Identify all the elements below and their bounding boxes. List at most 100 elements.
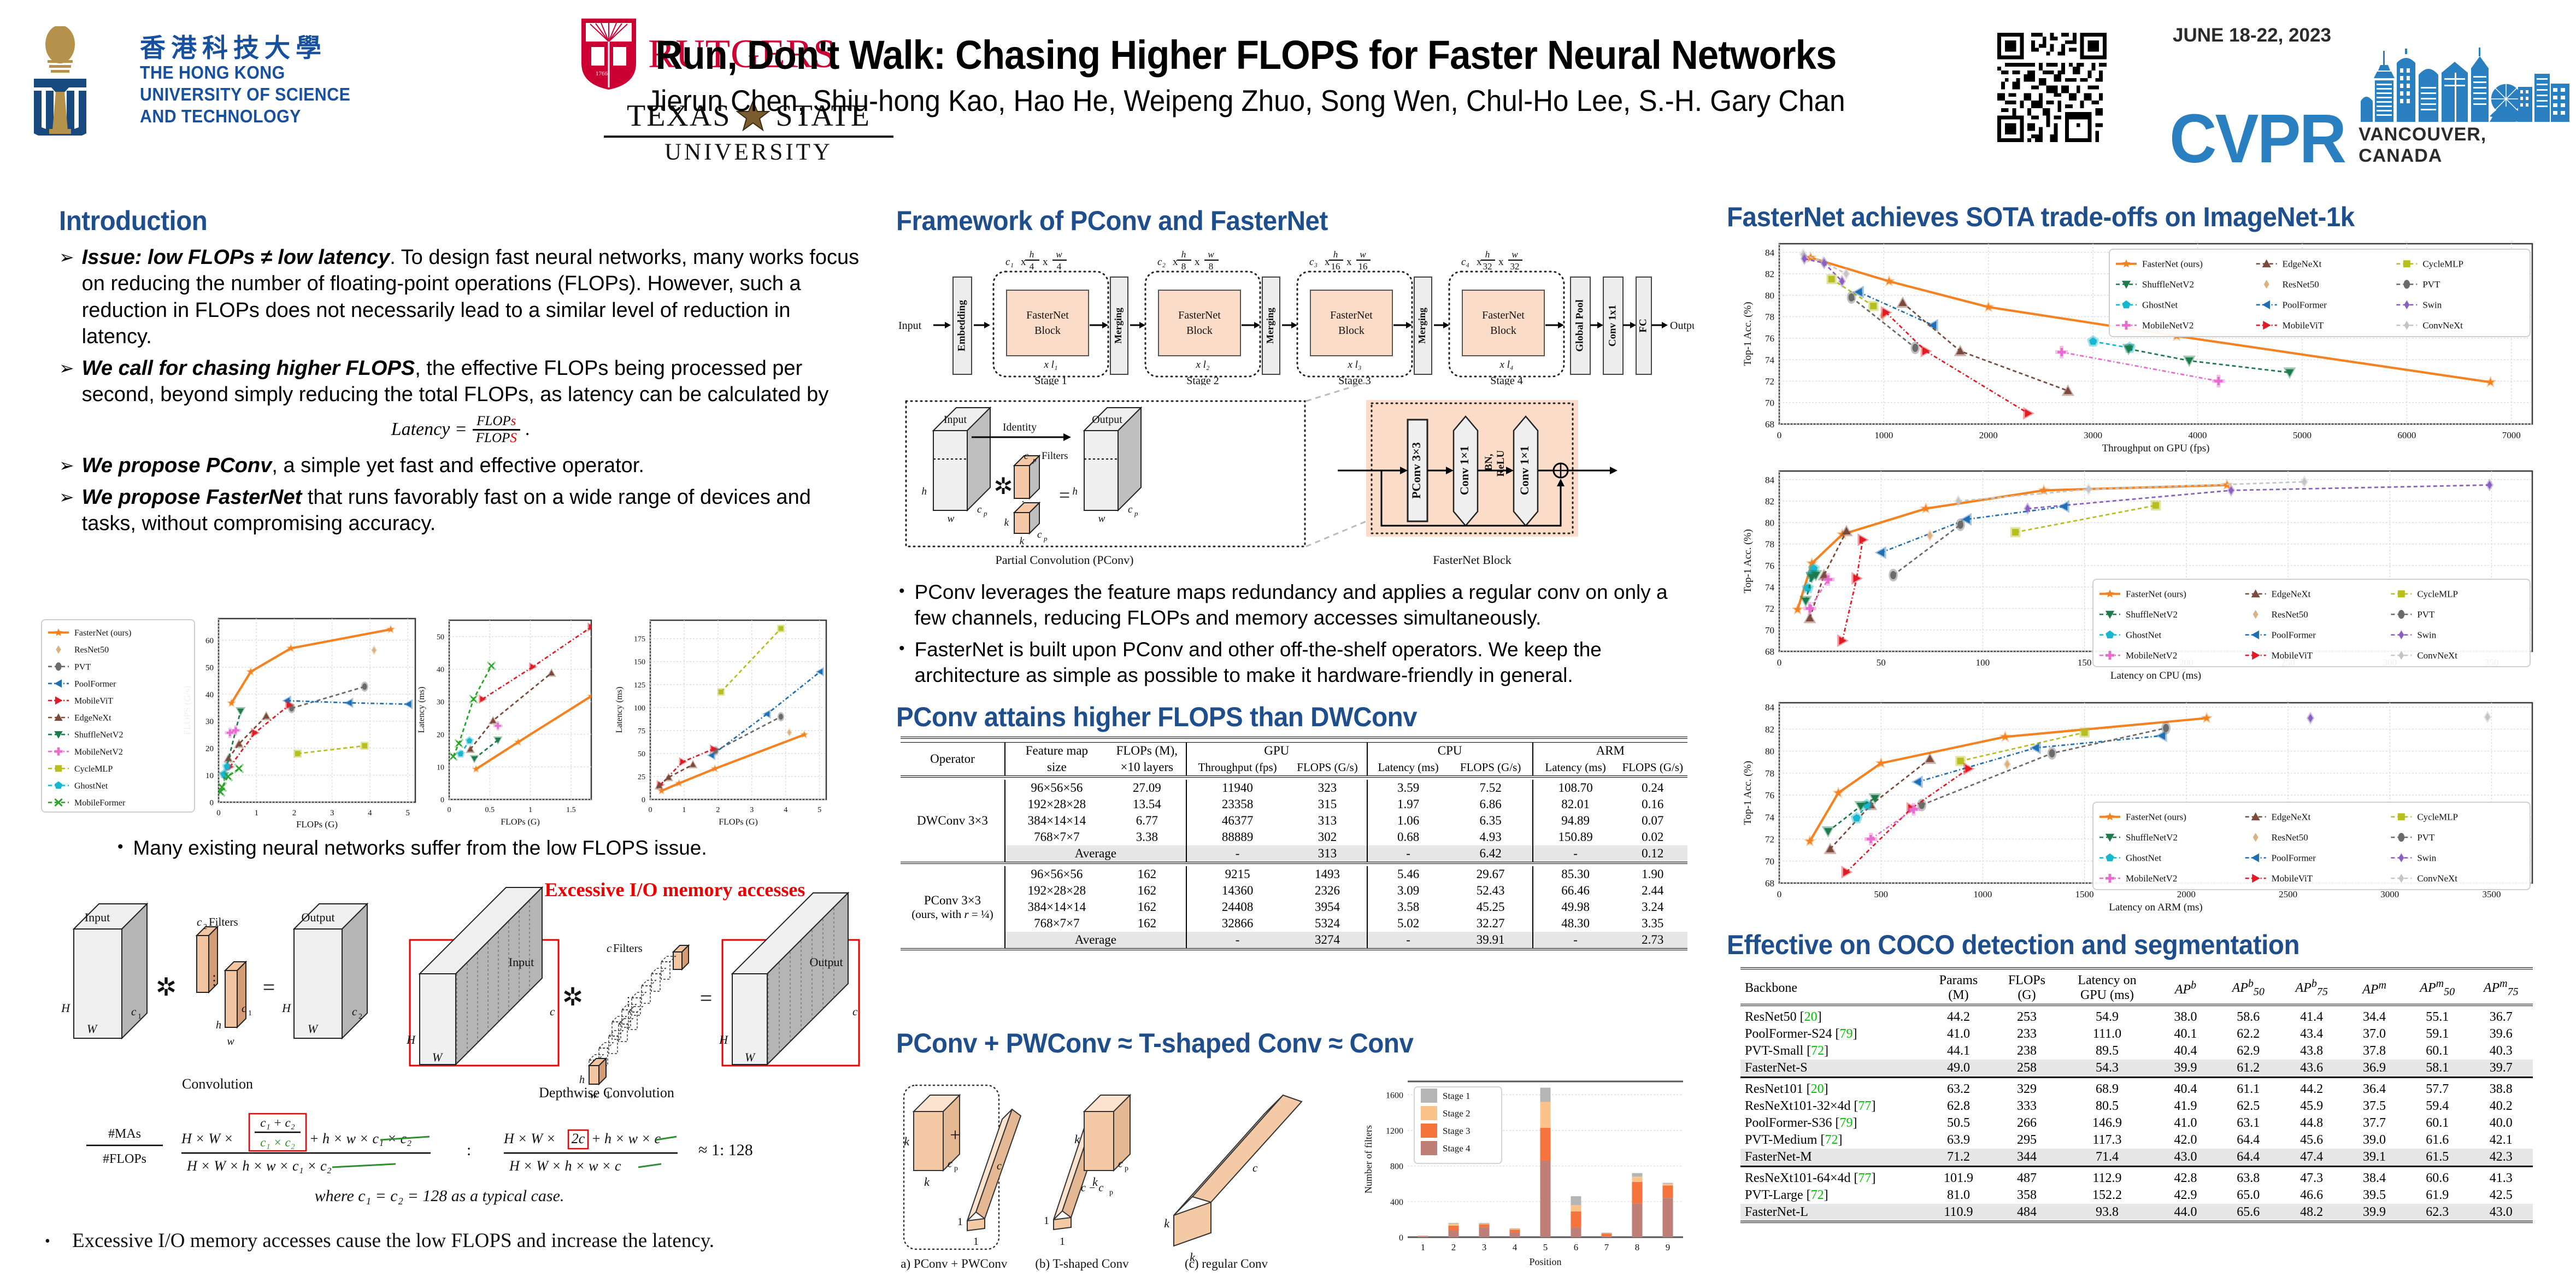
- table-cell: 11940: [1222, 781, 1253, 795]
- table-cell: 32.27: [1449, 915, 1533, 932]
- table-cell: 59.1: [2426, 1027, 2449, 1041]
- table-cell: 47.3: [2300, 1171, 2324, 1185]
- svg-text:3000: 3000: [2380, 889, 2399, 899]
- th-operator: Operator: [901, 742, 1005, 777]
- framework-heading: Framework of PConv and FasterNet: [896, 205, 1328, 236]
- table-cell: 66.46: [1561, 884, 1590, 897]
- svg-text:c: c: [1037, 529, 1042, 540]
- svg-text:Stage 3: Stage 3: [1443, 1126, 1471, 1136]
- table-cell: 117.3: [2092, 1133, 2122, 1147]
- svg-text:PVT: PVT: [2417, 832, 2435, 843]
- table-cell: 484: [2016, 1205, 2037, 1219]
- table-row: PVT-Medium [72] 63.9 295 117.3 42.0 64.4 45.6 3…: [1740, 1132, 2533, 1149]
- table-cell: -: [1406, 933, 1410, 946]
- arrow-bullet-icon: ➢: [59, 486, 74, 507]
- svg-text:1766: 1766: [596, 70, 608, 77]
- table-cell: 384×14×14: [1027, 814, 1086, 827]
- table-cell: 768×7×7: [1034, 830, 1080, 844]
- svg-text:w: w: [1360, 249, 1366, 260]
- table-cell: 36.4: [2363, 1082, 2386, 1096]
- svg-text:FLOPs (G): FLOPs (G): [501, 818, 540, 827]
- svg-text:x l₃: x l₃: [1347, 359, 1361, 370]
- svg-text:78: 78: [1765, 768, 1774, 779]
- formula-num-main: FLOP: [477, 413, 511, 428]
- backbone-cell: PoolFormer-S24 [79]: [1745, 1027, 1857, 1041]
- svg-text:Number of filters: Number of filters: [1363, 1125, 1374, 1193]
- table-cell: 42.0: [2174, 1133, 2197, 1147]
- backbone-cell: ResNet50 [20]: [1745, 1010, 1822, 1024]
- table-cell: 45.9: [2300, 1099, 2324, 1113]
- svg-text:✲: ✲: [562, 983, 584, 1011]
- svg-text:0: 0: [440, 796, 444, 804]
- th-featuremap-2: size: [1047, 760, 1067, 774]
- table-cell: 14360: [1221, 884, 1254, 897]
- svg-text:#MAs: #MAs: [108, 1127, 141, 1141]
- tshaped-heading: PConv + PWConv ≈ T-shaped Conv ≈ Conv: [896, 1028, 1414, 1058]
- th-apb75: APb75: [2295, 978, 2328, 998]
- table-cell: 37.5: [2363, 1099, 2386, 1113]
- average-label: Average: [1004, 932, 1187, 949]
- svg-text:2: 2: [203, 923, 207, 931]
- svg-text:0: 0: [216, 809, 221, 818]
- table-cell: 80.5: [2095, 1099, 2119, 1113]
- table-row: PoolFormer-S24 [79] 41.0 233 111.0 40.1 62.2 4…: [1740, 1026, 2533, 1043]
- table-cell: 302: [1288, 829, 1368, 845]
- framework-bullets: • PConv leverages the feature maps redun…: [899, 579, 1680, 693]
- svg-text:h: h: [1333, 249, 1338, 260]
- table-cell: 333: [2016, 1099, 2037, 1113]
- svg-text:c: c: [1024, 450, 1029, 462]
- svg-text:0: 0: [1399, 1233, 1403, 1243]
- svg-text:p: p: [1134, 509, 1138, 517]
- table-cell: 46.6: [2300, 1188, 2324, 1202]
- svg-text:EdgeNeXt: EdgeNeXt: [74, 714, 111, 723]
- table-cell: 81.0: [1946, 1188, 1970, 1202]
- table-cell: 39.9: [2174, 1061, 2197, 1075]
- svg-text:Output: Output: [1670, 320, 1694, 332]
- table-cell: 3.24: [1642, 900, 1664, 914]
- paper-qr-code[interactable]: [1997, 33, 2107, 142]
- dot-bullet-icon: •: [899, 582, 905, 600]
- svg-text:#FLOPs: #FLOPs: [103, 1152, 146, 1166]
- svg-text:=: =: [1059, 484, 1070, 506]
- table-cell: 6.42: [1449, 845, 1533, 863]
- coco-section: Effective on COCO detection and segmenta…: [1727, 929, 2330, 961]
- svg-text:1: 1: [528, 806, 532, 814]
- introduction-heading: Introduction: [59, 205, 208, 236]
- table-cell: 49.98: [1561, 900, 1590, 914]
- imagenet-heading: FasterNet achieves SOTA trade-offs on Im…: [1727, 202, 2355, 232]
- svg-text:ConvNeXt: ConvNeXt: [2417, 873, 2457, 884]
- texas-state-word1: TEXAS: [627, 99, 731, 133]
- svg-text:c: c: [948, 1158, 952, 1170]
- table-cell: 358: [2016, 1188, 2037, 1202]
- backbone-cell: PVT-Large [72]: [1745, 1188, 1828, 1202]
- table-cell: 46377: [1221, 814, 1254, 827]
- th-gpu-flops: FLOPS (G/s): [1288, 759, 1368, 777]
- table-cell: 41.3: [2489, 1171, 2513, 1185]
- svg-text:EdgeNeXt: EdgeNeXt: [2272, 589, 2311, 599]
- svg-text:Output: Output: [809, 955, 843, 969]
- svg-text:k: k: [1004, 517, 1009, 528]
- svg-text:Input: Input: [509, 955, 534, 969]
- table-cell: 3.59: [1397, 781, 1420, 795]
- svg-text:0.5: 0.5: [485, 806, 495, 814]
- hkust-line1: THE HONG KONG: [140, 62, 285, 83]
- table-cell: 150.89: [1558, 830, 1593, 844]
- intro-bullet-4: ➢ We propose FasterNet that runs favorab…: [59, 484, 862, 537]
- dot-bullet-icon: •: [117, 838, 123, 856]
- texas-state-word2: STATE: [775, 99, 871, 133]
- table-cell: 162: [1108, 866, 1187, 883]
- svg-text:Stage 4: Stage 4: [1490, 375, 1522, 385]
- hkust-logo: 香港科技大學 THE HONG KONG UNIVERSITY OF SCIEN…: [22, 22, 541, 140]
- table-cell: 329: [2016, 1082, 2037, 1096]
- arrow-bullet-icon: ➢: [59, 358, 74, 378]
- intro-bullet-3-lead: We propose PConv: [81, 454, 272, 477]
- svg-text:c: c: [197, 915, 202, 928]
- intro-bullet-2-rest: , the effective FLOPs being processed pe…: [81, 357, 829, 407]
- svg-text:GhostNet: GhostNet: [2126, 853, 2161, 863]
- table-cell: 41.4: [2300, 1010, 2324, 1024]
- operator-cell: DWConv 3×3: [901, 780, 1005, 863]
- table-cell: 42.1: [2489, 1133, 2513, 1147]
- svg-text:FasterNet (ours): FasterNet (ours): [2126, 812, 2186, 822]
- svg-text:1: 1: [248, 1009, 252, 1018]
